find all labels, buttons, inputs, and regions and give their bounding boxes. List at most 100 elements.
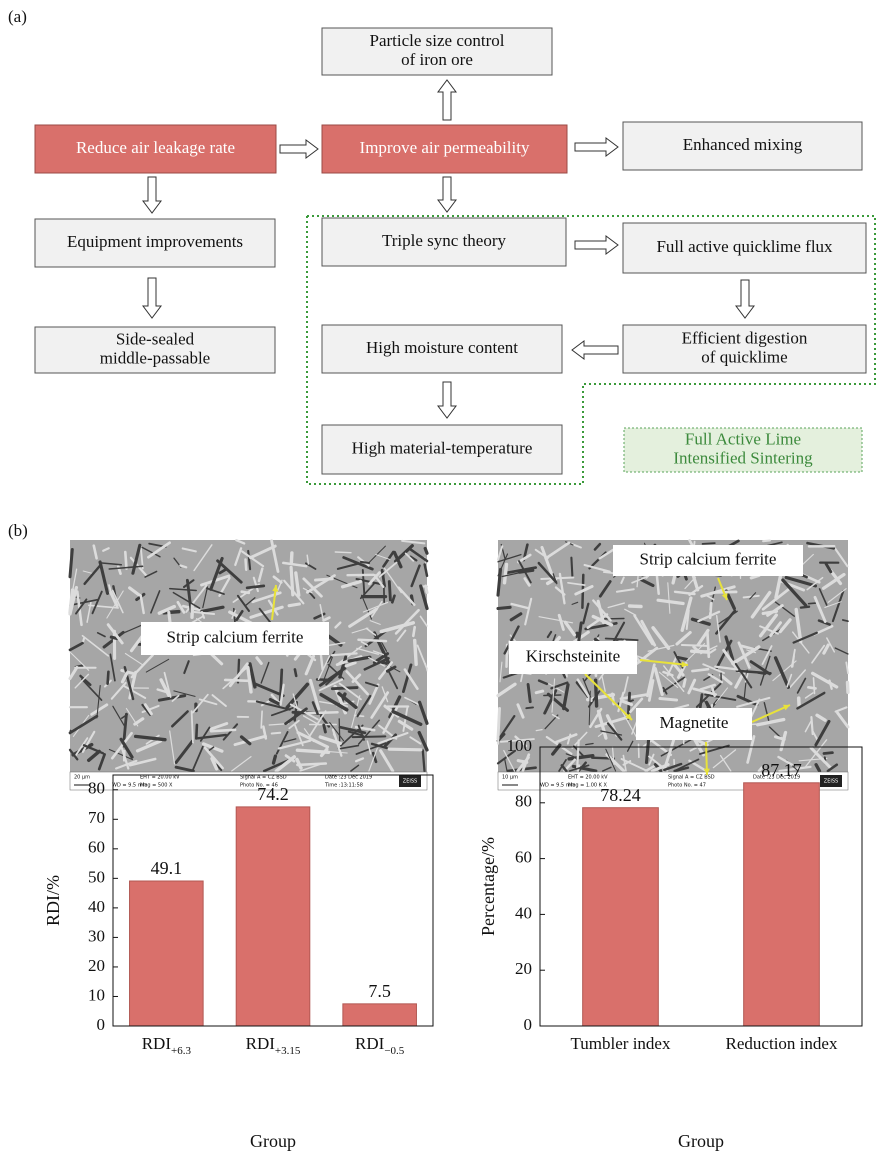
y-tick-label: 50 xyxy=(88,867,105,886)
value-label: 78.24 xyxy=(600,785,641,805)
y-tick-label: 30 xyxy=(88,926,105,945)
grain xyxy=(108,672,109,684)
info-text: 10 µm xyxy=(502,775,518,781)
flow-arrow xyxy=(438,177,456,212)
y-tick-label: 20 xyxy=(515,959,532,978)
bar xyxy=(583,808,659,1026)
grain xyxy=(577,741,579,769)
grain xyxy=(814,678,815,694)
grain xyxy=(707,631,709,657)
grain xyxy=(848,683,849,693)
value-label: 74.2 xyxy=(257,784,289,804)
node-label: Full Active Lime xyxy=(685,429,801,448)
grain xyxy=(324,725,326,732)
bar xyxy=(236,807,310,1026)
grain xyxy=(809,603,816,604)
grain xyxy=(811,717,812,734)
node-label: Side-sealed xyxy=(116,329,195,348)
node-label: Intensified Sintering xyxy=(673,448,813,467)
grain xyxy=(526,707,533,708)
grain xyxy=(196,725,197,739)
node-label: Efficient digestion xyxy=(682,328,808,347)
flow-arrow xyxy=(575,138,618,156)
grain xyxy=(415,640,417,664)
value-label: 7.5 xyxy=(368,981,391,1001)
info-text: EHT = 20.00 kV xyxy=(568,775,608,781)
node-label: Triple sync theory xyxy=(382,231,507,250)
micrograph-label: Magnetite xyxy=(660,713,729,732)
node-label: Improve air permeability xyxy=(360,138,530,157)
grain xyxy=(425,549,427,554)
grain xyxy=(247,586,264,588)
grain xyxy=(361,562,369,563)
y-tick-label: 20 xyxy=(88,956,105,975)
y-tick-label: 10 xyxy=(88,985,105,1004)
logo-text: ZEISS xyxy=(403,779,417,785)
node-label: Full active quicklime flux xyxy=(656,237,833,256)
x-axis-title: Group xyxy=(678,1131,724,1151)
grain xyxy=(359,640,387,641)
x-tick-label: Reduction index xyxy=(726,1034,838,1053)
grain xyxy=(70,731,71,734)
node-label: Reduce air leakage rate xyxy=(76,138,235,157)
x-tick-label: RDI+3.15 xyxy=(246,1034,301,1057)
y-axis-title: Percentage/% xyxy=(478,837,498,936)
y-tick-label: 60 xyxy=(515,848,532,867)
grain xyxy=(295,669,296,676)
node-label: High moisture content xyxy=(366,338,518,357)
grain xyxy=(541,578,573,580)
info-text: Time :13:11:58 xyxy=(324,783,363,789)
bar xyxy=(130,881,204,1026)
grain xyxy=(413,627,414,636)
node-label: Particle size control xyxy=(369,31,504,50)
grain xyxy=(238,660,239,683)
micrograph-label: Kirschsteinite xyxy=(526,646,620,665)
grain xyxy=(261,711,262,728)
logo-text: ZEISS xyxy=(824,779,838,785)
y-tick-label: 80 xyxy=(88,779,105,798)
grain xyxy=(684,679,686,686)
grain xyxy=(536,691,543,693)
grain xyxy=(389,749,421,750)
grain xyxy=(763,541,770,542)
flow-arrow xyxy=(575,236,618,254)
grain xyxy=(544,695,561,696)
figure: (a) (b) Particle size controlof iron ore… xyxy=(0,0,878,1155)
panel-label: (a) xyxy=(8,7,27,26)
grain xyxy=(225,680,248,681)
bar xyxy=(343,1004,417,1026)
y-tick-label: 40 xyxy=(88,897,105,916)
y-tick-label: 0 xyxy=(97,1015,106,1034)
grain xyxy=(291,567,293,595)
info-text: Photo No. = 47 xyxy=(668,783,706,789)
grain xyxy=(801,607,809,608)
grain xyxy=(426,586,427,593)
grain xyxy=(843,620,848,621)
y-tick-label: 40 xyxy=(515,903,532,922)
grain xyxy=(498,607,510,608)
flow-arrow xyxy=(143,278,161,318)
x-tick-label: RDI−0.5 xyxy=(355,1034,405,1057)
y-tick-label: 100 xyxy=(507,736,533,755)
y-tick-label: 0 xyxy=(524,1015,533,1034)
flow-arrow xyxy=(280,140,318,158)
panel-label: (b) xyxy=(8,521,28,540)
flow-arrow xyxy=(736,280,754,318)
node-label: of quicklime xyxy=(701,347,787,366)
grain xyxy=(316,579,333,580)
grain xyxy=(289,604,299,606)
grain xyxy=(291,553,292,562)
y-axis-title: RDI/% xyxy=(43,875,63,926)
node-label: Enhanced mixing xyxy=(683,135,803,154)
grain xyxy=(272,733,281,734)
grain xyxy=(192,604,193,617)
grain xyxy=(125,552,126,569)
value-label: 49.1 xyxy=(151,858,183,878)
value-label: 87.17 xyxy=(761,760,802,780)
grain xyxy=(389,582,390,600)
grain xyxy=(274,756,276,763)
grain xyxy=(824,753,832,754)
grain xyxy=(703,543,715,544)
grain xyxy=(335,552,351,553)
micrograph-label: Strip calcium ferrite xyxy=(167,627,304,646)
